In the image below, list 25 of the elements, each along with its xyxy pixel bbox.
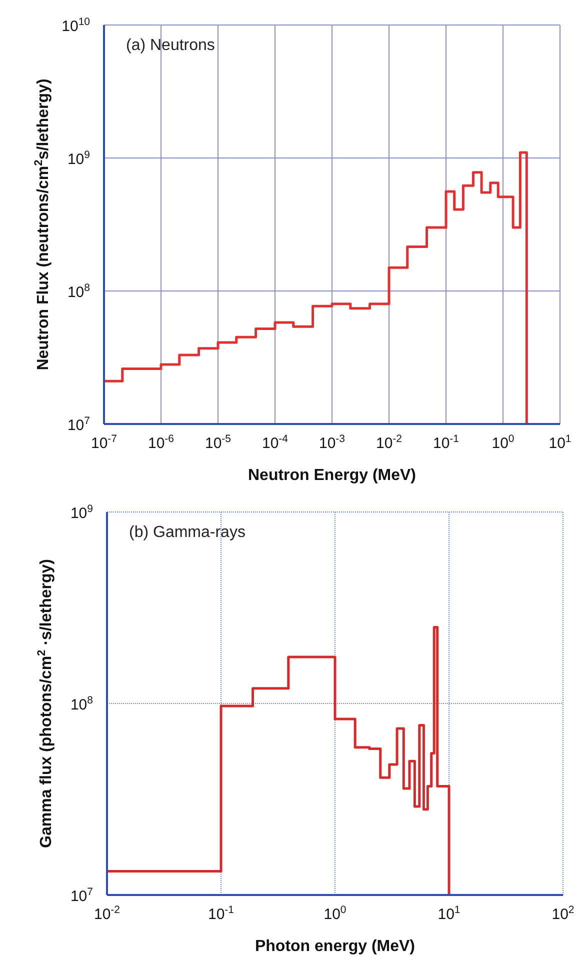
x-tick-label: 10$^{-4}$	[262, 433, 288, 452]
x-tick-label: 10$^{2}$	[552, 904, 574, 923]
x-tick-label: 10$^{0}$	[324, 904, 346, 923]
x-tick-label: 10$^{0}$	[492, 433, 514, 452]
x-tick-label: 10$^{-1}$	[432, 433, 460, 452]
x-axis-title: Photon energy (MeV)	[254, 938, 416, 955]
text: (a) Neutrons	[126, 37, 215, 55]
y-tick-label: 10$^{7}$	[70, 886, 94, 905]
x-tick-label: 10$^{-1}$	[208, 904, 234, 923]
x-tick-label: 10$^{-6}$	[148, 433, 174, 452]
y-tick-label: 10$^{9}$	[67, 149, 90, 168]
x-tick-label: 10$^{1}$	[548, 433, 572, 452]
x-tick-label: 10$^{-3}$	[318, 433, 346, 452]
text: (b) Gamma-rays	[129, 524, 246, 542]
y-tick-label: 10$^{9}$	[70, 503, 94, 522]
x-tick-label: 10$^{-2}$	[376, 433, 402, 452]
y-tick-label: 10$^{8}$	[67, 282, 90, 301]
x-axis-title: Neutron Energy (MeV)	[248, 467, 416, 484]
y-tick-label: 10$^{10}$	[62, 16, 90, 35]
y-tick-label: 10$^{7}$	[67, 415, 90, 434]
x-tick-label: 10$^{1}$	[438, 904, 460, 923]
x-tick-label: 10$^{-5}$	[204, 433, 232, 452]
y-tick-label: 10$^{8}$	[70, 694, 94, 714]
x-tick-label: 10$^{-2}$	[94, 904, 120, 923]
x-tick-label: 10$^{-7}$	[90, 433, 118, 452]
